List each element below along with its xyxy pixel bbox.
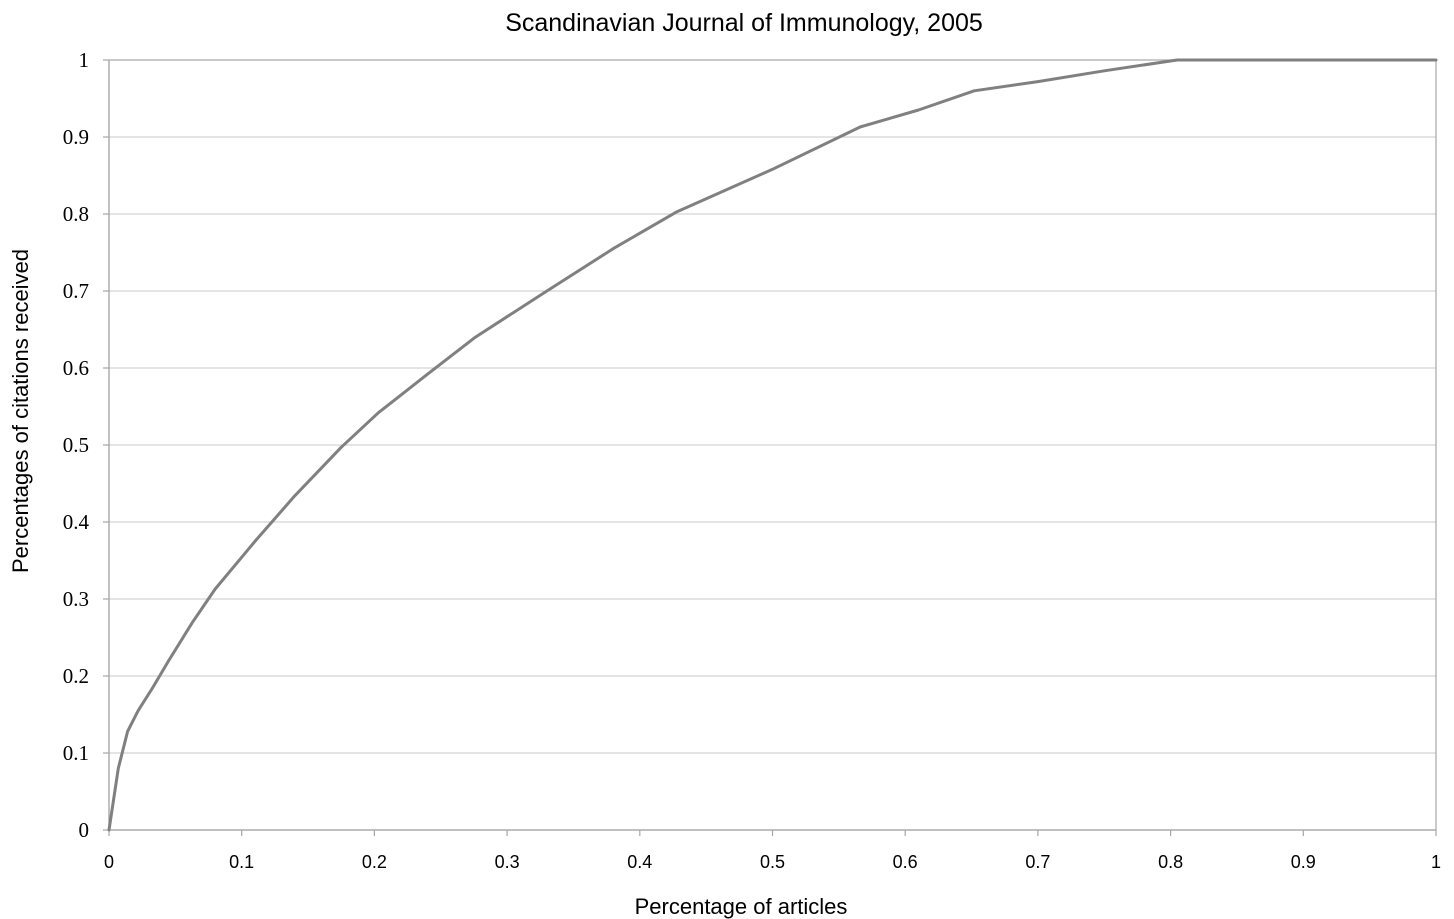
y-tick-label-4: 0.4 (63, 510, 90, 534)
y-tick-label-0: 0 (79, 818, 90, 842)
x-tick-label-7: 0.7 (1025, 852, 1050, 872)
x-tick-label-6: 0.6 (893, 852, 918, 872)
x-tick-labels: 0 0.1 0.2 0.3 0.4 0.5 0.6 0.7 0.8 0.9 1 (104, 852, 1441, 872)
gridlines (109, 59, 1436, 831)
x-tick-label-9: 0.9 (1291, 852, 1316, 872)
y-tick-label-5: 0.5 (63, 433, 89, 457)
y-tick-label-10: 1 (79, 48, 90, 72)
y-tick-label-8: 0.8 (63, 202, 89, 226)
axes (103, 59, 1437, 836)
x-axis-title: Percentage of articles (635, 894, 848, 919)
x-tick-label-4: 0.4 (627, 852, 652, 872)
y-tick-label-7: 0.7 (63, 279, 89, 303)
y-tick-label-6: 0.6 (63, 356, 89, 380)
x-tick-label-1: 0.1 (229, 852, 254, 872)
y-tick-label-3: 0.3 (63, 587, 89, 611)
x-tick-label-8: 0.8 (1158, 852, 1183, 872)
series-layer (107, 58, 1438, 832)
series-line-0 (107, 58, 1438, 832)
y-tick-label-1: 0.1 (63, 741, 89, 765)
x-tick-label-0: 0 (104, 852, 114, 872)
x-tick-label-10: 1 (1431, 852, 1441, 872)
x-tick-label-3: 0.3 (495, 852, 520, 872)
chart-title: Scandinavian Journal of Immunology, 2005 (505, 9, 983, 37)
y-tick-label-2: 0.2 (63, 664, 89, 688)
x-tick-label-5: 0.5 (760, 852, 785, 872)
y-tick-label-9: 0.9 (63, 125, 89, 149)
y-tick-labels: 0 0.1 0.2 0.3 0.4 0.5 0.6 0.7 0.8 0.9 1 (63, 48, 90, 842)
y-axis-title: Percentages of citations received (8, 249, 33, 573)
x-tick-label-2: 0.2 (362, 852, 387, 872)
